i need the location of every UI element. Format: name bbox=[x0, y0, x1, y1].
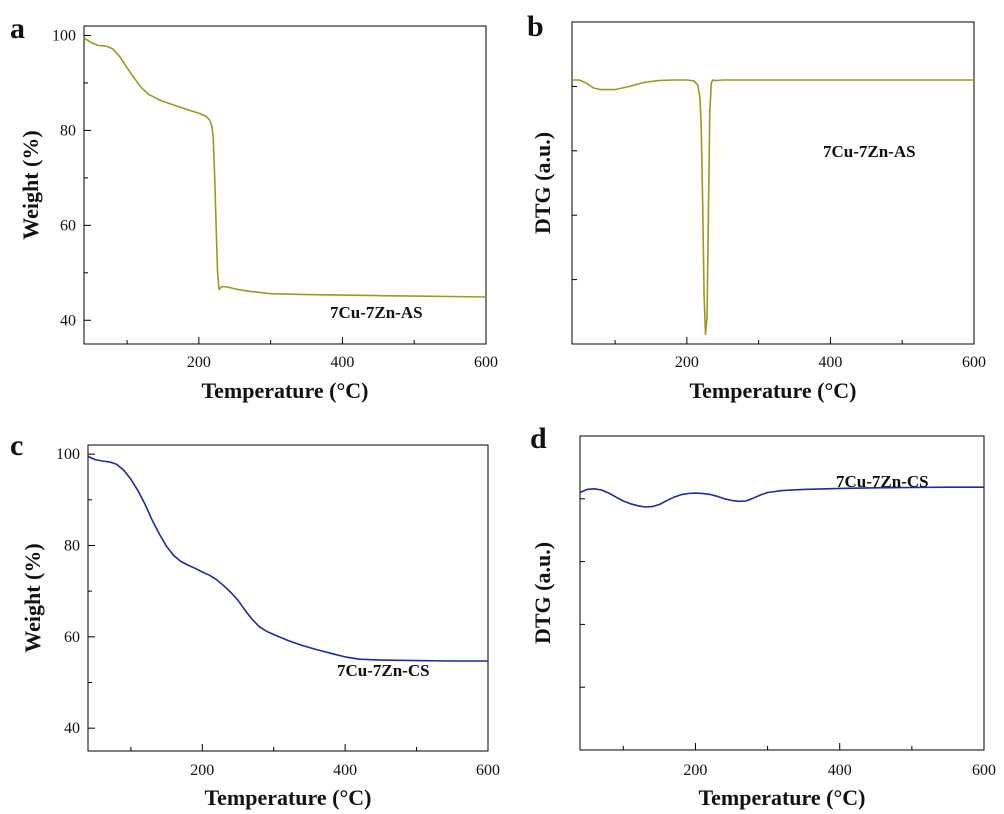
x-tick-label: 200 bbox=[187, 354, 211, 371]
panel-a: a 200 400 600 40 60 80 100 Temperature (°C) Weigh… bbox=[10, 12, 498, 403]
panel-c: c 200 400 600 40 60 80 100 Temperature (°C) Weigh… bbox=[10, 429, 500, 810]
series-annotation: 7Cu-7Zn-CS bbox=[337, 661, 430, 680]
x-tick-label: 400 bbox=[818, 354, 842, 371]
x-axis-title: Temperature (°C) bbox=[689, 378, 856, 403]
panel-label: d bbox=[530, 422, 547, 455]
panel-b: b 200 400 600 Temperature (°C) DTG (a.u.) 7Cu-… bbox=[527, 10, 986, 403]
y-tick-label: 100 bbox=[56, 446, 80, 463]
panel-d: d 200 400 600 Temperature (°C) DTG (a.u.) 7Cu-… bbox=[530, 422, 996, 810]
panel-label: b bbox=[527, 10, 544, 43]
x-axis-title: Temperature (°C) bbox=[201, 378, 368, 403]
x-tick-label: 600 bbox=[476, 762, 500, 779]
y-axis-title: DTG (a.u.) bbox=[530, 132, 555, 234]
x-tick-label: 200 bbox=[675, 354, 699, 371]
series-line bbox=[87, 455, 488, 662]
panel-label: a bbox=[10, 12, 25, 45]
series-annotation: 7Cu-7Zn-AS bbox=[823, 142, 916, 161]
x-tick-label: 600 bbox=[474, 354, 498, 371]
x-tick-label: 200 bbox=[683, 762, 707, 779]
x-tick-label: 200 bbox=[190, 762, 214, 779]
y-axis-title: Weight (%) bbox=[18, 130, 43, 239]
plot-frame bbox=[83, 25, 487, 345]
y-tick-label: 80 bbox=[64, 537, 80, 554]
plot-frame bbox=[571, 21, 975, 345]
series-line bbox=[83, 37, 487, 298]
y-axis-title: DTG (a.u.) bbox=[530, 542, 555, 644]
panel-label: c bbox=[10, 429, 23, 462]
series-line bbox=[579, 486, 984, 508]
x-tick-label: 400 bbox=[330, 354, 354, 371]
series-line bbox=[572, 79, 974, 336]
y-tick-label: 100 bbox=[52, 27, 76, 44]
x-tick-label: 600 bbox=[962, 354, 986, 371]
series-annotation: 7Cu-7Zn-AS bbox=[330, 303, 423, 322]
x-axis-title: Temperature (°C) bbox=[698, 785, 865, 810]
series-annotation: 7Cu-7Zn-CS bbox=[836, 472, 929, 491]
x-axis-title: Temperature (°C) bbox=[204, 785, 371, 810]
x-tick-label: 600 bbox=[972, 762, 996, 779]
y-tick-label: 60 bbox=[64, 629, 80, 646]
y-tick-label: 60 bbox=[60, 217, 76, 234]
plot-frame bbox=[579, 435, 985, 751]
y-tick-label: 40 bbox=[64, 720, 80, 737]
x-tick-label: 400 bbox=[333, 762, 357, 779]
y-tick-label: 80 bbox=[60, 122, 76, 139]
y-tick-label: 40 bbox=[60, 312, 76, 329]
y-axis-title: Weight (%) bbox=[20, 543, 45, 652]
x-tick-label: 400 bbox=[828, 762, 852, 779]
plot-frame bbox=[87, 444, 489, 752]
